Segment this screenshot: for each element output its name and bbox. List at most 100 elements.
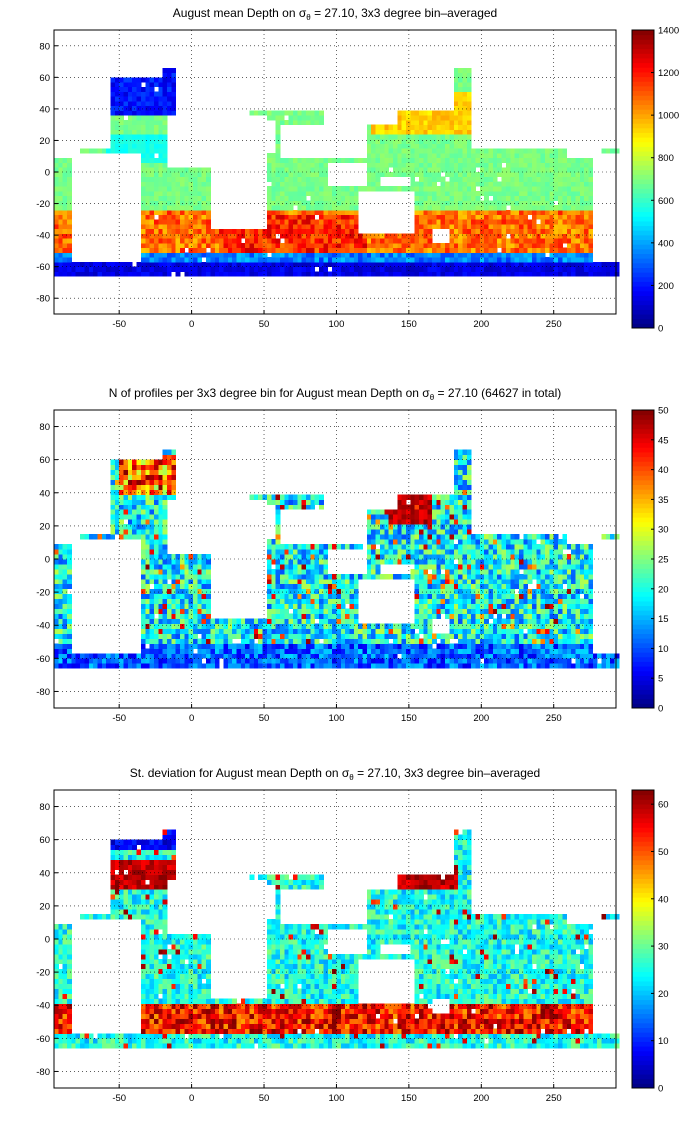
heatmap-cell — [206, 186, 211, 192]
heatmap-cell — [488, 186, 494, 192]
heatmap-cell — [410, 524, 416, 530]
heatmap-cell — [545, 243, 550, 249]
heatmap-cell — [149, 153, 155, 159]
heatmap-cell — [127, 266, 133, 272]
heatmap-cell — [518, 181, 524, 187]
heatmap-cell — [540, 228, 546, 234]
heatmap-cell — [371, 157, 376, 163]
heatmap-cell — [319, 499, 324, 505]
heatmap-cell — [466, 176, 472, 182]
heatmap-cell — [562, 238, 568, 244]
heatmap-cell — [345, 573, 350, 580]
heatmap-cell — [166, 653, 172, 659]
heatmap-cell — [436, 124, 442, 130]
heatmap-cell — [171, 195, 177, 201]
heatmap-cell — [449, 271, 455, 277]
heatmap-cell — [436, 568, 442, 575]
heatmap-cell — [275, 205, 281, 211]
heatmap-cell — [206, 628, 211, 634]
heatmap-cell — [153, 559, 159, 565]
heatmap-cell — [319, 623, 324, 629]
heatmap-cell — [266, 162, 272, 168]
heatmap-cell — [275, 129, 281, 135]
heatmap-cell — [58, 266, 64, 272]
heatmap-cell — [197, 643, 203, 649]
heatmap-cell — [62, 186, 68, 192]
heatmap-cell — [145, 539, 150, 545]
heatmap-cell — [319, 549, 324, 555]
heatmap-cell — [306, 266, 311, 272]
heatmap-cell — [375, 252, 381, 258]
heatmap-cell — [310, 233, 316, 239]
heatmap-cell — [288, 648, 294, 654]
heatmap-cell — [336, 219, 342, 225]
heatmap-cell — [110, 91, 116, 97]
heatmap-cell — [166, 167, 172, 173]
heatmap-cell — [345, 205, 350, 211]
heatmap-cell — [271, 243, 277, 249]
heatmap-cell — [375, 153, 381, 159]
heatmap-cell — [288, 578, 294, 585]
heatmap-cell — [375, 519, 381, 525]
heatmap-cell — [566, 233, 572, 239]
heatmap-cell — [297, 224, 303, 230]
heatmap-cell — [536, 181, 542, 187]
heatmap-cell — [501, 186, 507, 192]
heatmap-cell — [392, 138, 398, 144]
heatmap-cell — [436, 549, 442, 555]
heatmap-cell — [149, 588, 155, 595]
heatmap-cell — [158, 82, 164, 88]
heatmap-cell — [166, 243, 172, 249]
heatmap-cell — [366, 653, 372, 659]
heatmap-cell — [379, 554, 385, 560]
heatmap-cell — [427, 252, 433, 258]
heatmap-cell — [310, 544, 316, 550]
heatmap-cell — [566, 209, 572, 215]
heatmap-cell — [558, 162, 563, 168]
heatmap-cell — [462, 134, 468, 140]
heatmap-cell — [301, 228, 307, 234]
heatmap-cell — [392, 643, 398, 649]
heatmap-cell — [297, 157, 303, 163]
heatmap-cell — [410, 115, 416, 121]
heatmap-cell — [453, 257, 459, 263]
heatmap-cell — [158, 96, 164, 102]
heatmap-cell — [145, 205, 150, 211]
heatmap-cell — [545, 200, 550, 206]
heatmap-cell — [314, 181, 320, 187]
heatmap-cell — [110, 494, 116, 500]
heatmap-cell — [188, 578, 194, 585]
heatmap-cell — [336, 653, 342, 659]
heatmap-cell — [301, 186, 307, 192]
heatmap-cell — [405, 648, 411, 654]
heatmap-cell — [266, 638, 272, 644]
heatmap-cell — [588, 247, 594, 253]
heatmap-cell — [301, 494, 307, 500]
heatmap-cell — [366, 643, 372, 649]
heatmap-cell — [345, 648, 350, 654]
heatmap-cell — [362, 243, 368, 249]
heatmap-cell — [258, 648, 263, 654]
heatmap-cell — [223, 243, 229, 249]
heatmap-cell — [497, 228, 502, 234]
heatmap-cell — [427, 271, 433, 277]
heatmap-cell — [436, 519, 442, 525]
heatmap-cell — [140, 138, 146, 144]
heatmap-cell — [527, 157, 533, 163]
heatmap-cell — [201, 243, 207, 249]
heatmap-cell — [140, 494, 146, 500]
heatmap-cell — [501, 205, 507, 211]
heatmap-cell — [153, 529, 159, 535]
heatmap-cell — [166, 623, 172, 629]
heatmap-cell — [458, 224, 463, 230]
heatmap-cell — [553, 252, 559, 258]
heatmap-cell — [427, 214, 433, 220]
heatmap-cell — [62, 209, 68, 215]
heatmap-cell — [180, 190, 185, 197]
heatmap-cell — [193, 598, 198, 605]
heatmap-cell — [314, 494, 320, 500]
heatmap-cell — [579, 209, 585, 215]
heatmap-cell — [375, 257, 381, 263]
heatmap-cell — [279, 559, 285, 565]
heatmap-cell — [440, 663, 446, 669]
